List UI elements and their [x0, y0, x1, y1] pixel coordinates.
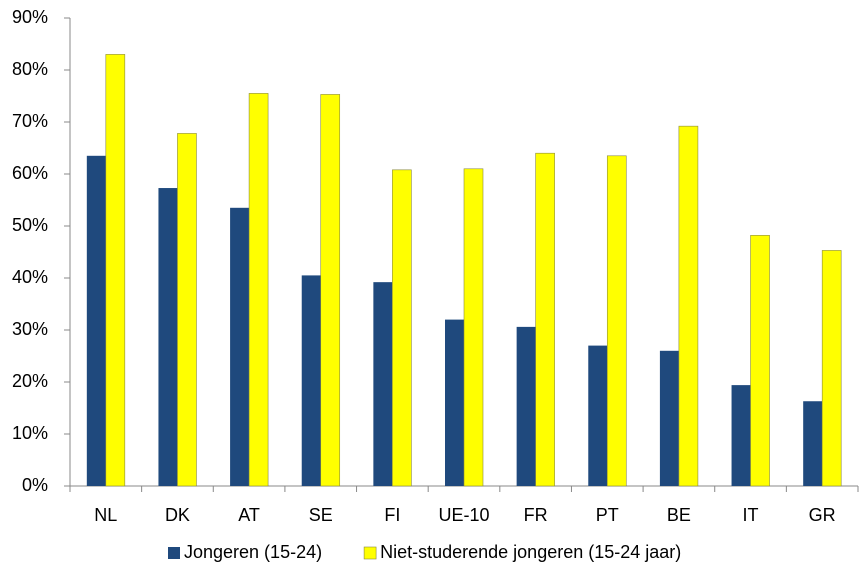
bar	[535, 152, 555, 487]
bar	[678, 125, 699, 487]
y-tick-label: 70%	[12, 111, 48, 131]
y-tick-label: 10%	[12, 423, 48, 443]
bar	[606, 155, 627, 487]
bar	[463, 168, 484, 487]
legend-label: Niet-studerende jongeren (15-24 jaar)	[380, 542, 681, 562]
x-tick-label: FR	[524, 505, 548, 525]
x-tick-label: BE	[667, 505, 691, 525]
y-tick-label: 50%	[12, 215, 48, 235]
legend-swatch	[363, 546, 377, 560]
y-tick-label: 20%	[12, 371, 48, 391]
y-tick-label: 30%	[12, 319, 48, 339]
legend-swatch	[168, 547, 180, 559]
bar	[158, 188, 178, 487]
bar	[659, 350, 679, 486]
x-tick-label: NL	[94, 505, 117, 525]
y-tick-label: 90%	[12, 7, 48, 27]
y-tick-label: 80%	[12, 59, 48, 79]
y-tick-label: 60%	[12, 163, 48, 183]
bar	[392, 169, 412, 487]
bar	[516, 326, 536, 486]
y-tick-label: 40%	[12, 267, 48, 287]
bar	[248, 93, 269, 487]
x-tick-label: DK	[165, 505, 190, 525]
bar	[588, 345, 608, 486]
bar	[105, 54, 126, 487]
bar	[373, 282, 393, 486]
y-tick-label: 0%	[22, 475, 48, 495]
bar	[301, 275, 321, 486]
bar	[445, 319, 464, 486]
x-tick-label: IT	[743, 505, 759, 525]
bar	[803, 401, 823, 486]
x-tick-label: FI	[384, 505, 400, 525]
x-tick-label: SE	[309, 505, 333, 525]
bar	[230, 207, 250, 487]
bar	[731, 385, 751, 486]
x-tick-label: PT	[596, 505, 619, 525]
bar	[821, 250, 842, 487]
x-tick-label: GR	[809, 505, 836, 525]
x-tick-label: UE-10	[438, 505, 489, 525]
bar	[177, 133, 197, 487]
x-tick-label: AT	[238, 505, 260, 525]
bar	[320, 94, 341, 487]
bar	[750, 235, 770, 487]
legend-label: Jongeren (15-24)	[184, 542, 322, 562]
bar	[86, 155, 106, 487]
